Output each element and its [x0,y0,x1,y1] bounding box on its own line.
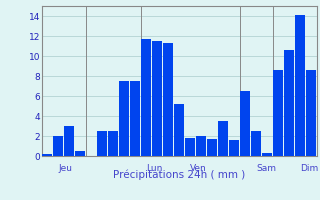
Bar [108,131,118,156]
Bar [53,136,63,156]
Bar [185,138,195,156]
Text: Ven: Ven [190,164,207,173]
Bar [152,41,162,156]
Bar [97,131,107,156]
Bar [251,131,261,156]
Bar [262,153,272,156]
Text: Jeu: Jeu [58,164,72,173]
Bar [130,81,140,156]
Bar [174,104,184,156]
X-axis label: Précipitations 24h ( mm ): Précipitations 24h ( mm ) [113,170,245,180]
Bar [273,70,283,156]
Bar [284,50,294,156]
Bar [141,39,151,156]
Bar [196,136,206,156]
Bar [229,140,239,156]
Text: Sam: Sam [256,164,276,173]
Bar [75,151,85,156]
Bar [306,70,316,156]
Bar [119,81,129,156]
Text: Lun: Lun [146,164,163,173]
Bar [218,121,228,156]
Text: Dim: Dim [300,164,318,173]
Bar [207,139,217,156]
Bar [42,154,52,156]
Bar [163,43,173,156]
Bar [64,126,74,156]
Bar [295,15,305,156]
Bar [240,91,250,156]
